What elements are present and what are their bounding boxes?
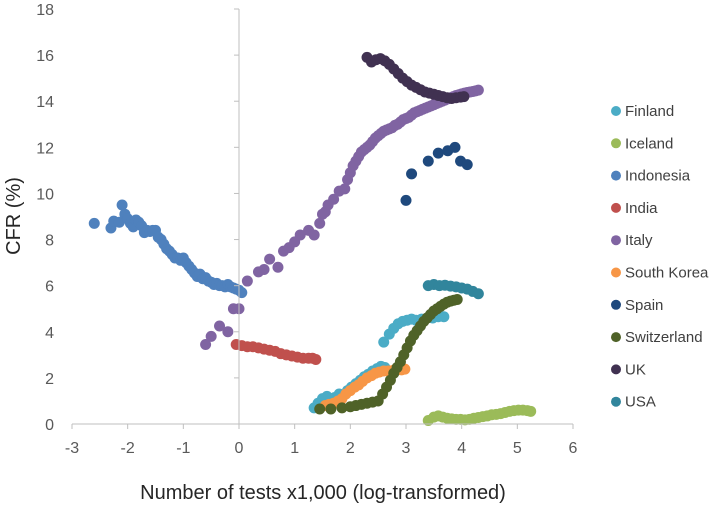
data-point <box>222 326 234 338</box>
data-point <box>116 199 128 211</box>
data-point <box>400 194 412 206</box>
y-tick-label: 18 <box>36 2 54 19</box>
x-tick-label: 6 <box>569 440 578 457</box>
x-tick-label: 2 <box>346 440 355 457</box>
data-point <box>325 403 337 415</box>
legend-marker <box>611 396 621 407</box>
plot-area <box>88 51 537 427</box>
legend-marker <box>611 267 621 278</box>
x-tick-label: 1 <box>290 440 299 457</box>
x-tick-label: 3 <box>402 440 411 457</box>
data-point <box>200 338 212 350</box>
y-axis: 0 2 4 6 8 10 12 14 16 18 <box>36 2 240 434</box>
series-usa <box>422 279 484 300</box>
legend-marker <box>611 138 621 149</box>
data-point <box>314 403 326 415</box>
y-tick-label: 10 <box>36 186 54 203</box>
series-italy <box>200 84 484 350</box>
legend-label: Finland <box>625 103 674 120</box>
data-point <box>258 264 270 276</box>
data-point <box>472 288 484 300</box>
data-point <box>328 193 340 205</box>
y-tick-label: 12 <box>36 140 54 157</box>
legend-marker <box>611 202 621 213</box>
data-point <box>308 229 320 241</box>
data-point <box>451 294 463 305</box>
x-tick-label: -1 <box>176 440 190 457</box>
data-point <box>236 287 248 299</box>
data-point <box>458 91 470 103</box>
data-point <box>406 168 418 180</box>
data-point <box>449 141 461 153</box>
data-point <box>339 183 351 195</box>
y-tick-label: 16 <box>36 48 54 65</box>
legend-label: Indonesia <box>625 168 691 185</box>
y-tick-label: 14 <box>36 94 54 111</box>
legend-label: UK <box>625 361 646 378</box>
legend-marker <box>611 106 621 116</box>
series-switzerland <box>314 294 463 415</box>
legend-label: Spain <box>625 297 663 314</box>
legend-label: Iceland <box>625 135 673 152</box>
y-tick-label: 8 <box>45 233 54 250</box>
x-tick-label: -3 <box>65 440 79 457</box>
data-point <box>432 147 444 159</box>
y-tick-label: 2 <box>45 371 54 388</box>
x-axis: -3 -2 -1 0 1 2 3 4 5 6 <box>65 423 578 457</box>
x-tick-label: 4 <box>457 440 466 457</box>
data-point <box>472 84 484 96</box>
y-tick-label: 6 <box>45 279 54 296</box>
data-point <box>422 155 434 167</box>
x-tick-label: -2 <box>121 440 135 457</box>
data-point <box>310 353 322 365</box>
series-iceland <box>422 404 537 427</box>
data-point <box>314 217 326 229</box>
data-point <box>294 229 306 241</box>
legend-label: Switzerland <box>625 329 703 346</box>
data-point <box>214 320 226 332</box>
legend-label: India <box>625 200 658 217</box>
series-spain <box>400 141 473 206</box>
legend-label: Italy <box>625 232 653 249</box>
y-tick-label: 0 <box>45 417 54 434</box>
x-tick-label: 0 <box>235 440 244 457</box>
legend: Finland Iceland Indonesia India Italy South K… <box>611 103 709 411</box>
legend-marker <box>611 332 621 343</box>
data-point <box>264 253 276 265</box>
data-point <box>378 336 390 348</box>
data-point <box>272 261 284 273</box>
data-point <box>205 330 217 342</box>
series-india <box>230 338 322 365</box>
y-tick-label: 4 <box>45 325 54 342</box>
y-axis-title: CFR (%) <box>3 177 25 255</box>
data-point <box>525 405 537 417</box>
data-point <box>88 217 100 229</box>
legend-marker <box>611 364 621 375</box>
x-tick-label: 5 <box>513 440 522 457</box>
legend-marker <box>611 299 621 310</box>
data-point <box>241 275 253 287</box>
data-point <box>113 216 125 228</box>
x-axis-title: Number of tests x1,000 (log-transformed) <box>140 482 506 504</box>
legend-label: South Korea <box>625 265 709 282</box>
legend-marker <box>611 170 621 181</box>
series-uk <box>361 51 470 104</box>
legend-marker <box>611 235 621 246</box>
data-point <box>438 311 450 323</box>
data-point <box>461 159 473 171</box>
series-indonesia <box>88 199 248 299</box>
legend-label: USA <box>625 394 656 411</box>
data-point <box>336 402 348 414</box>
